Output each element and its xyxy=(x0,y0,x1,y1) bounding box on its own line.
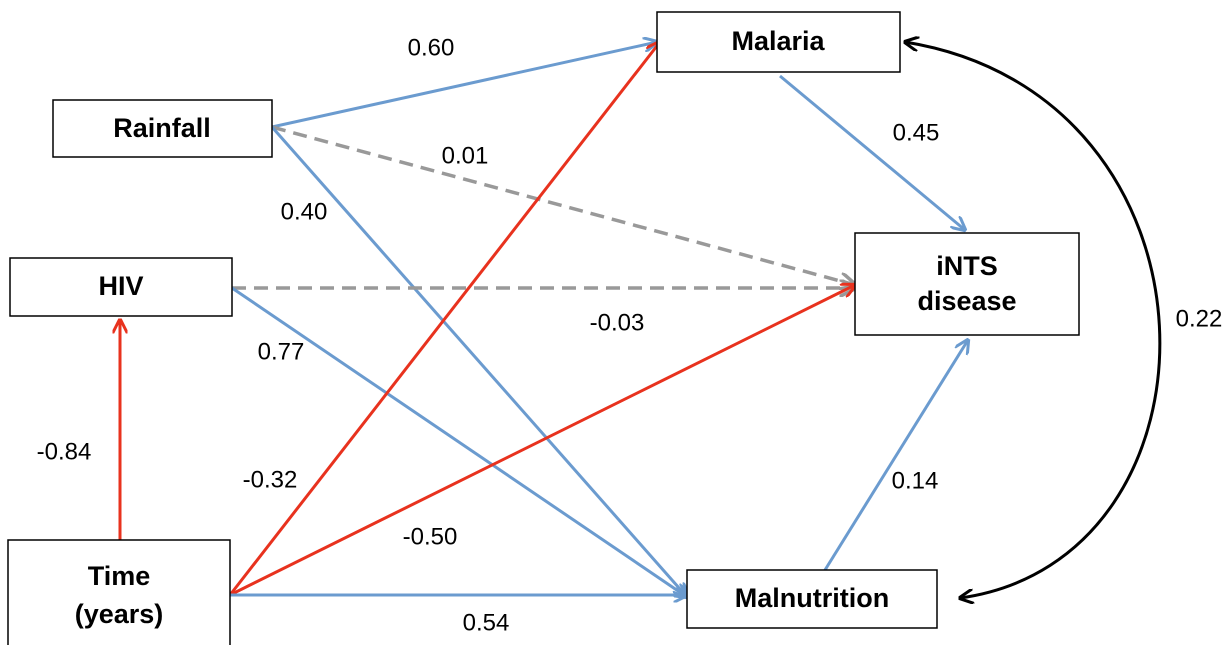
edge-label: -0.32 xyxy=(243,466,298,493)
node-label: (years) xyxy=(75,599,164,629)
edge-label: 0.01 xyxy=(442,142,489,169)
node-label: Time xyxy=(88,561,151,591)
node-label: HIV xyxy=(98,271,143,301)
edge-label: 0.14 xyxy=(892,467,939,494)
node-label: iNTS xyxy=(936,251,998,281)
edge-label: -0.03 xyxy=(590,309,645,336)
edge-label: 0.40 xyxy=(281,198,328,225)
edge-arrow xyxy=(823,340,968,571)
node-label: Malnutrition xyxy=(735,583,889,613)
edge-arrow xyxy=(271,125,855,285)
edge-label: 0.45 xyxy=(893,119,940,146)
edge-arrow xyxy=(779,74,965,230)
node: Malaria xyxy=(656,11,901,73)
edge-label: 0.77 xyxy=(258,338,305,365)
edge-arrow xyxy=(270,126,687,597)
edge-label: -0.50 xyxy=(403,523,458,550)
node: Rainfall xyxy=(52,99,273,158)
node: Time (years) xyxy=(7,539,231,645)
edge-arrow xyxy=(271,42,657,129)
edge-label: 0.60 xyxy=(408,34,455,61)
node: Malnutrition xyxy=(686,569,938,629)
node: iNTS disease xyxy=(854,232,1080,336)
node-label: Malaria xyxy=(731,26,825,56)
node: HIV xyxy=(9,257,233,317)
edge-label: -0.84 xyxy=(37,438,92,465)
edge-arrow xyxy=(228,42,660,596)
edge-arrow xyxy=(229,285,855,597)
edge-label: 0.22 xyxy=(1176,305,1223,332)
edge-arrow xyxy=(905,42,1162,598)
node-label: Rainfall xyxy=(113,113,211,143)
edge-label: 0.54 xyxy=(463,609,510,636)
node-label: disease xyxy=(917,286,1016,316)
edge-arrow xyxy=(231,286,687,597)
